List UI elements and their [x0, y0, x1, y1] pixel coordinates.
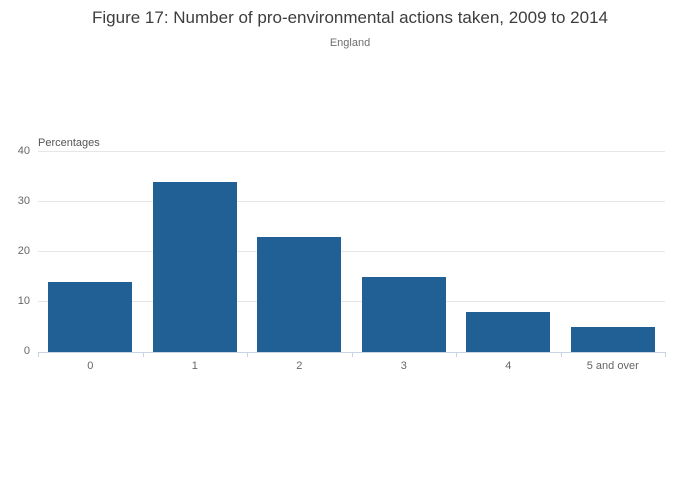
gridline-y-30 [38, 201, 665, 202]
x-tick-label-0: 0 [87, 360, 94, 372]
x-axis-tick [247, 352, 248, 357]
chart-subtitle: England [329, 37, 371, 49]
x-tick-label-4: 4 [505, 360, 512, 372]
x-tick-label-3: 3 [400, 360, 407, 372]
x-axis-tick [38, 352, 39, 357]
y-tick-label-0: 0 [23, 345, 30, 357]
chart-title: Figure 17: Number of pro-environmental a… [92, 8, 608, 27]
gridline-y-20 [38, 251, 665, 252]
y-tick-label-40: 40 [17, 145, 30, 157]
x-axis-tick [560, 352, 562, 357]
bar-5 and over [570, 327, 655, 352]
bar-1 [152, 182, 237, 352]
y-tick-label-10: 10 [17, 295, 30, 307]
y-tick-label-30: 30 [17, 195, 30, 207]
bar-3 [361, 277, 446, 352]
x-axis-tick [142, 352, 144, 357]
x-axis-tick [456, 352, 457, 357]
gridline-y-40 [38, 151, 665, 152]
bar-2 [257, 237, 342, 352]
bar-4 [466, 312, 551, 352]
x-tick-label-1: 1 [191, 360, 198, 372]
y-tick-label-20: 20 [17, 245, 30, 257]
plot-area [38, 151, 666, 357]
x-axis-tick [665, 352, 666, 357]
x-axis-tick [351, 352, 353, 357]
bar-0 [48, 282, 133, 352]
gridline-y-10 [38, 301, 665, 302]
x-tick-label-5 and over: 5 and over [586, 360, 639, 372]
x-tick-label-2: 2 [296, 360, 303, 372]
y-axis-unit-label: Percentages [38, 137, 100, 149]
